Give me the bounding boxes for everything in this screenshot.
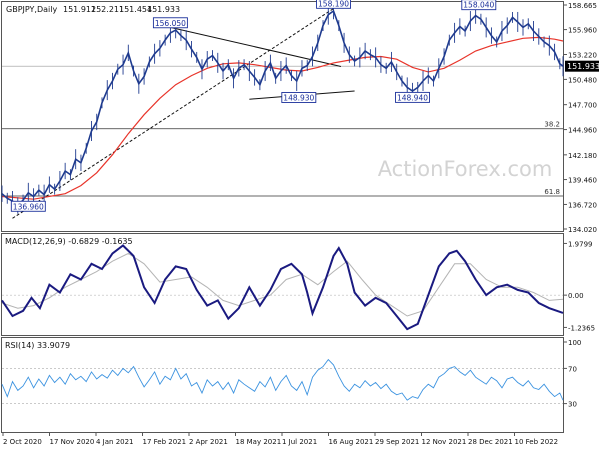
annotation-label: 136.960: [13, 202, 44, 211]
last-price-box: [565, 60, 599, 72]
macd-label: MACD(12,26,9) -0.6829 -0.1635: [5, 237, 133, 246]
macd-tick-label: 0.00: [568, 292, 584, 300]
trendline-channel-dashed: [12, 6, 337, 219]
x-tick-label: 18 May 2021: [236, 438, 282, 446]
price-tick-label: 136.720: [568, 201, 597, 209]
price-tick-label: 134.020: [568, 226, 597, 234]
rsi-panel: [1, 337, 564, 433]
x-tick-label: 29 Sep 2021: [375, 438, 419, 446]
chart-title: GBPJPY,Daily: [6, 5, 57, 14]
ohlc-readout: 151.912 152.211 151.454 151.933: [63, 5, 180, 14]
macd-tick-label: 1.9799: [568, 240, 593, 248]
annotation-label: 158.190: [318, 0, 349, 8]
price-tick-label: 142.180: [568, 152, 597, 160]
price-tick-label: 158.665: [568, 2, 597, 10]
last-price-label: 151.933: [567, 62, 600, 71]
ohlc-low: 151.454: [119, 5, 152, 14]
rsi-tick-label: 30: [568, 401, 577, 409]
rsi-tick-label: 70: [568, 365, 577, 373]
annotation-label: 148.940: [397, 93, 428, 102]
rsi-line: [1, 358, 564, 401]
price-line: [1, 9, 564, 207]
price-tick-label: 147.700: [568, 102, 597, 110]
annotation-label: 148.930: [283, 93, 314, 102]
price-tick-label: 150.480: [568, 76, 597, 84]
price-tick-label: 144.960: [568, 127, 597, 135]
fib-label: 61.8: [544, 188, 560, 196]
ohlc-open: 151.912: [63, 5, 96, 14]
last-price-marker: 151.933: [565, 60, 600, 72]
x-tick-label: 28 Dec 2021: [468, 438, 513, 446]
fib-levels: 38.2 61.8: [2, 65, 563, 197]
annotation-box: [10, 200, 46, 212]
price-tick-label: 153.220: [568, 51, 597, 59]
annotation-box: [281, 92, 317, 103]
macd-series: [1, 244, 564, 331]
annotation-label: 158.040: [463, 1, 494, 10]
annotation-box: [461, 0, 497, 11]
macd-signal-line: [1, 252, 564, 317]
x-tick-label: 4 Jan 2021: [96, 438, 134, 446]
annotation-label: 156.050: [155, 19, 186, 28]
macd-line: [1, 244, 564, 331]
price-panel: [1, 1, 564, 232]
x-tick-label: 17 Feb 2021: [143, 438, 187, 446]
x-tick-label: 10 Feb 2022: [515, 438, 559, 446]
macd-panel: [1, 233, 564, 336]
price-axis: 158.665 155.960 153.220 150.480 147.700 144.9…: [563, 2, 597, 234]
x-tick-label: 2 Oct 2020: [3, 438, 42, 446]
x-tick-label: 2 Apr 2021: [189, 438, 228, 446]
x-tick-label: 12 Nov 2021: [422, 438, 467, 446]
macd-tick-label: -1.2365: [568, 324, 595, 332]
price-series: [1, 2, 564, 214]
price-tick-label: 155.960: [568, 27, 597, 35]
rsi-label: RSI(14) 33.9079: [5, 341, 70, 350]
ohlc-close: 151.933: [147, 5, 180, 14]
annotation-box: [395, 91, 430, 103]
price-annotations: 156.050 158.190 158.040 148.930 148.940 136.9…: [10, 0, 497, 212]
annotation-box: [152, 17, 188, 29]
x-tick-label: 1 Jul 2021: [282, 438, 317, 446]
ohlc-high: 152.211: [91, 5, 124, 14]
x-tick-label: 17 Nov 2020: [50, 438, 95, 446]
x-axis: 2 Oct 2020 17 Nov 2020 4 Jan 2021 17 Feb 20…: [2, 432, 559, 446]
x-tick-label: 16 Aug 2021: [329, 438, 374, 446]
rsi-series: [1, 358, 564, 401]
annotation-box: [316, 0, 351, 9]
rsi-axis: 100 70 30: [2, 339, 581, 409]
rsi-tick-label: 100: [568, 339, 581, 347]
macd-axis: 1.9799 0.00 -1.2365: [2, 240, 595, 332]
fib-label: 38.2: [544, 121, 560, 129]
watermark: ActionForex.com: [378, 157, 553, 181]
price-tick-label: 139.460: [568, 177, 597, 185]
